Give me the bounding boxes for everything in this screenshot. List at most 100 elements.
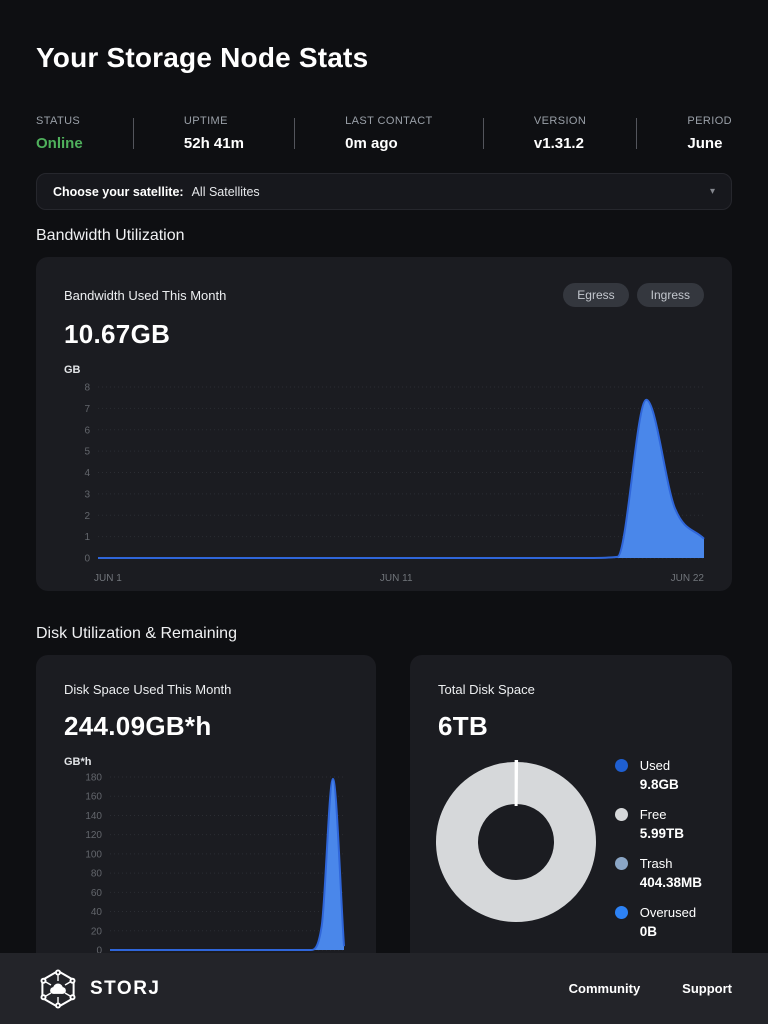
svg-text:20: 20 xyxy=(91,926,103,937)
used-dot-icon xyxy=(614,759,628,772)
status-divider xyxy=(132,118,134,149)
free-dot-icon xyxy=(614,808,628,821)
status-value: June xyxy=(687,135,723,152)
svg-text:180: 180 xyxy=(85,773,102,784)
svg-text:7: 7 xyxy=(84,404,90,415)
disk-section-heading: Disk Utilization & Remaining xyxy=(36,625,237,642)
egress-button[interactable]: Egress xyxy=(563,283,629,307)
donut-wrap xyxy=(428,754,604,939)
satellite-dropdown[interactable]: Choose your satellite: All Satellites ▾ xyxy=(36,173,732,210)
chevron-down-icon: ▾ xyxy=(709,185,715,197)
svg-text:100: 100 xyxy=(85,849,102,860)
bandwidth-total: 10.67GB xyxy=(64,319,171,349)
legend-head: Overused xyxy=(614,905,702,920)
status-item-status: STATUS Online xyxy=(36,115,83,152)
x-tick-jun-11: JUN 11 xyxy=(379,573,413,584)
svg-text:2: 2 xyxy=(84,511,90,522)
disk-legend: Used 9.8GB Free 5.99TB Trash 404.38MB Overused… xyxy=(614,754,704,939)
status-label: STATUS xyxy=(36,115,81,127)
footer-links: Community Support xyxy=(569,981,732,996)
status-divider xyxy=(636,118,638,149)
bandwidth-card-head: Bandwidth Used This Month Egress Ingress xyxy=(64,283,704,307)
status-divider xyxy=(294,118,296,149)
status-label: VERSION xyxy=(533,115,587,127)
svg-text:5: 5 xyxy=(84,447,90,458)
legend-label: Trash xyxy=(639,856,673,871)
trash-dot-icon xyxy=(614,857,628,870)
svg-text:3: 3 xyxy=(84,489,90,500)
disk-used-card: Disk Space Used This Month 244.09GB*h GB… xyxy=(36,655,376,997)
total-disk-card-title: Total Disk Space xyxy=(438,682,535,697)
footer: STORJ Community Support xyxy=(0,953,768,1024)
status-item-last-contact: LAST CONTACT 0m ago xyxy=(345,115,433,152)
bandwidth-card-title: Bandwidth Used This Month xyxy=(64,287,227,303)
status-value: Online xyxy=(36,135,83,152)
footer-link-community[interactable]: Community xyxy=(568,981,641,996)
disk-used-card-title: Disk Space Used This Month xyxy=(64,682,232,697)
storj-logo: STORJ xyxy=(36,967,161,1011)
status-item-uptime: UPTIME 52h 41m xyxy=(184,115,244,152)
svg-text:40: 40 xyxy=(91,907,103,918)
page-title: Your Storage Node Stats xyxy=(36,42,369,73)
storj-logo-icon xyxy=(40,969,76,1008)
status-label: PERIOD xyxy=(687,115,732,127)
total-disk-value: 6TB xyxy=(438,711,489,741)
legend-value: 5.99TB xyxy=(639,826,684,841)
legend-head: Trash xyxy=(614,856,702,871)
bandwidth-unit-label: GB xyxy=(64,364,81,376)
disk-space-breakdown: Used 9.8GB Free 5.99TB Trash 404.38MB Overused… xyxy=(436,754,704,939)
svg-text:6: 6 xyxy=(84,425,90,436)
disk-space-donut xyxy=(436,759,596,922)
disk-row: Disk Space Used This Month 244.09GB*h GB… xyxy=(36,643,732,997)
svg-text:80: 80 xyxy=(91,869,103,880)
x-tick-jun-1: JUN 1 xyxy=(94,573,122,584)
legend-value: 9.8GB xyxy=(639,777,679,792)
svg-text:120: 120 xyxy=(85,830,102,841)
overused-dot-icon xyxy=(614,906,628,919)
svg-text:60: 60 xyxy=(91,888,103,899)
svg-text:140: 140 xyxy=(85,811,102,822)
legend-value: 0B xyxy=(639,924,657,939)
legend-item-used: Used 9.8GB xyxy=(614,758,702,792)
legend-head: Used xyxy=(614,758,702,773)
legend-label: Free xyxy=(639,807,667,822)
status-value: 0m ago xyxy=(345,135,398,152)
legend-label: Overused xyxy=(639,905,697,920)
svg-text:0: 0 xyxy=(84,554,90,565)
svg-text:4: 4 xyxy=(84,468,90,479)
legend-item-overused: Overused 0B xyxy=(614,905,702,939)
status-bar: STATUS Online UPTIME 52h 41m LAST CONTACT 0m … xyxy=(36,115,732,152)
status-divider xyxy=(482,118,484,149)
status-label: LAST CONTACT xyxy=(345,115,433,127)
status-value: 52h 41m xyxy=(183,135,244,152)
status-label: UPTIME xyxy=(183,115,228,127)
svg-text:0: 0 xyxy=(96,946,102,957)
x-tick-jun-22: JUN 22 xyxy=(670,573,704,584)
legend-head: Free xyxy=(614,807,702,822)
disk-used-total: 244.09GB*h xyxy=(64,711,212,741)
footer-link-support[interactable]: Support xyxy=(682,981,732,996)
bandwidth-x-axis: JUN 1 JUN 11 JUN 22 xyxy=(64,573,704,584)
storj-logo-text: STORJ xyxy=(90,977,161,999)
bandwidth-card: Bandwidth Used This Month Egress Ingress … xyxy=(36,257,732,591)
total-disk-card: Total Disk Space 6TB Used 9.8GB Free 5.99TB… xyxy=(410,655,732,997)
disk-used-chart: 180 160 140 120 100 80 60 40 20 0 xyxy=(85,773,345,957)
svg-text:1: 1 xyxy=(84,532,90,543)
bandwidth-section-heading: Bandwidth Utilization xyxy=(36,227,185,244)
legend-label: Used xyxy=(639,758,671,773)
bandwidth-filter-buttons: Egress Ingress xyxy=(563,283,704,307)
dashboard-page: Your Storage Node Stats STATUS Online UPTI… xyxy=(36,42,732,997)
legend-item-free: Free 5.99TB xyxy=(614,807,702,841)
status-item-version: VERSION v1.31.2 xyxy=(534,115,586,152)
disk-used-unit-label: GB*h xyxy=(64,756,92,768)
ingress-button[interactable]: Ingress xyxy=(636,283,704,307)
status-item-period: PERIOD June xyxy=(687,115,732,152)
bandwidth-chart: 8 7 6 5 4 3 2 1 0 xyxy=(84,383,705,565)
svg-text:160: 160 xyxy=(85,792,102,803)
satellite-dropdown-value: All Satellites xyxy=(191,184,260,199)
legend-value: 404.38MB xyxy=(639,875,702,890)
legend-item-trash: Trash 404.38MB xyxy=(614,856,702,890)
status-value: v1.31.2 xyxy=(533,135,584,152)
svg-text:8: 8 xyxy=(84,383,90,394)
satellite-dropdown-label: Choose your satellite: xyxy=(53,184,184,199)
